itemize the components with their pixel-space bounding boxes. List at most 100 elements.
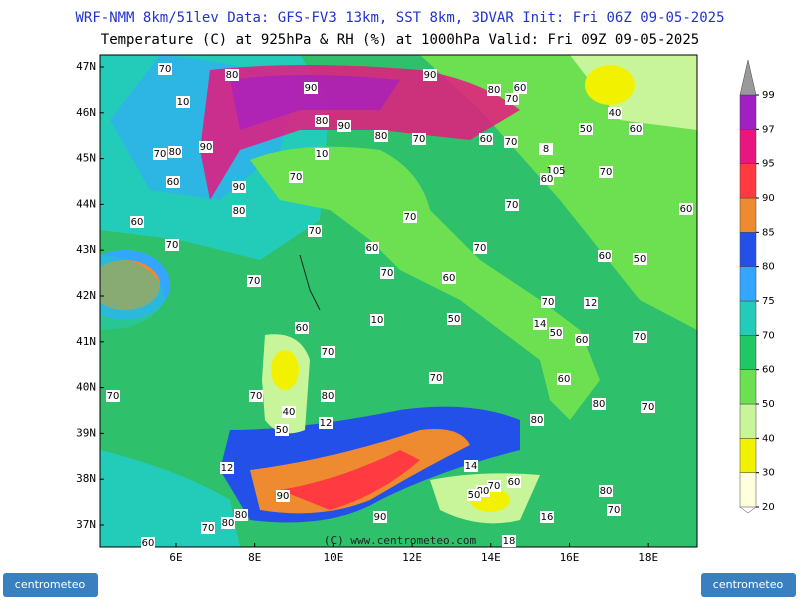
- lat-label: 46N: [76, 106, 96, 119]
- lon-label: 18E: [638, 551, 658, 564]
- logo-box: [3, 573, 98, 597]
- contour-label: 90: [424, 70, 437, 81]
- contour-label-bg: [473, 242, 487, 254]
- contour-label: 70: [166, 240, 179, 251]
- contour-label-bg: [295, 322, 309, 334]
- contour-label: 60: [680, 204, 693, 215]
- contour-label-bg: [633, 253, 647, 265]
- lon-label: 6E: [169, 551, 182, 564]
- contour-label: 70: [506, 200, 519, 211]
- contour-label-bg: [220, 462, 234, 474]
- contour-label-bg: [168, 146, 182, 158]
- contour-label: 12: [320, 418, 333, 429]
- colorbar-segment: [739, 163, 757, 199]
- contour-label-bg: [315, 148, 329, 160]
- colorbar-label: 40: [762, 433, 775, 444]
- contour-label: 10: [316, 149, 329, 160]
- contour-label-bg: [225, 69, 239, 81]
- contour-label-bg: [579, 123, 593, 135]
- contour-label: 70: [505, 137, 518, 148]
- colorbar-label: 60: [762, 365, 775, 376]
- teal-area: [100, 255, 165, 330]
- contour-label: 60: [480, 134, 493, 145]
- contour-label: 50: [468, 490, 481, 501]
- colorbar-label: 20: [762, 502, 775, 513]
- colorbar-label: 97: [762, 124, 775, 135]
- contour-label-bg: [304, 82, 318, 94]
- contour-label: 40: [609, 108, 622, 119]
- contour-label-bg: [308, 225, 322, 237]
- colorbar-label: 80: [762, 262, 775, 273]
- contour-label: 80: [235, 510, 248, 521]
- lat-label: 42N: [76, 289, 96, 302]
- yellow-area: [585, 65, 635, 105]
- contour-label: 70: [248, 276, 261, 287]
- colorbar-label: 50: [762, 399, 775, 410]
- contour-label-bg: [607, 504, 621, 516]
- contour-label: 70: [159, 64, 172, 75]
- lat-label: 45N: [76, 152, 96, 165]
- colorbar-segment: [739, 335, 757, 370]
- contour-label-bg: [487, 84, 501, 96]
- colorbar-segment: [739, 438, 757, 473]
- contour-label-bg: [541, 296, 555, 308]
- lat-label: 41N: [76, 335, 96, 348]
- contour-label: 60: [296, 323, 309, 334]
- contour-label-bg: [504, 136, 518, 148]
- contour-label-bg: [276, 490, 290, 502]
- contour-label: 70: [381, 268, 394, 279]
- contour-label: 12: [585, 298, 598, 309]
- lon-label: 8E: [248, 551, 261, 564]
- contour-label-bg: [599, 166, 613, 178]
- contour-label-bg: [234, 509, 248, 521]
- contour-label: 70: [642, 402, 655, 413]
- contour-label-bg: [479, 133, 493, 145]
- contour-label: 80: [222, 518, 235, 529]
- map: [100, 55, 697, 547]
- contour-label: 90: [338, 121, 351, 132]
- contour-label: 60: [167, 177, 180, 188]
- contour-label-bg: [608, 107, 622, 119]
- contour-label-bg: [464, 460, 478, 472]
- contour-label: 60: [599, 251, 612, 262]
- contour-label-bg: [423, 69, 437, 81]
- contour-label-bg: [505, 93, 519, 105]
- contour-label-bg: [130, 216, 144, 228]
- colorbar-segment: [739, 403, 757, 439]
- contour-label: 50: [276, 425, 289, 436]
- contour-label-bg: [540, 173, 554, 185]
- contour-label-bg: [321, 390, 335, 402]
- contour-label-bg: [540, 511, 554, 523]
- colorbar-label: 70: [762, 330, 775, 341]
- contour-label-bg: [533, 318, 547, 330]
- contour-label-bg: [633, 331, 647, 343]
- contour-label-bg: [641, 401, 655, 413]
- contour-label: 18: [503, 536, 516, 547]
- colorbar-segment: [739, 94, 757, 130]
- contour-label-bg: [380, 267, 394, 279]
- colorbar-label: 75: [762, 296, 775, 307]
- contour-label: 70: [322, 347, 335, 358]
- contour-label: 50: [580, 124, 593, 135]
- contour-label-bg: [412, 133, 426, 145]
- lon-label: 10E: [323, 551, 343, 564]
- alps: [230, 75, 400, 130]
- contour-label-bg: [530, 414, 544, 426]
- contour-label-bg: [679, 203, 693, 215]
- contour-label-bg: [599, 485, 613, 497]
- contour-label: 70: [474, 243, 487, 254]
- contour-label: 70: [430, 373, 443, 384]
- contour-label-bg: [487, 480, 501, 492]
- contour-label-bg: [319, 417, 333, 429]
- contour-label-bg: [201, 522, 215, 534]
- contour-label: 60: [366, 243, 379, 254]
- contour-label: 80: [322, 391, 335, 402]
- contour-label: 60: [508, 477, 521, 488]
- contour-label: 80: [488, 85, 501, 96]
- yellow-area: [271, 350, 299, 390]
- copyright: (C) www.centrometeo.com: [324, 534, 477, 547]
- contour-label-bg: [513, 82, 527, 94]
- contour-label: 90: [305, 83, 318, 94]
- colorbar-over: [739, 59, 757, 96]
- contour-label: 60: [142, 538, 155, 549]
